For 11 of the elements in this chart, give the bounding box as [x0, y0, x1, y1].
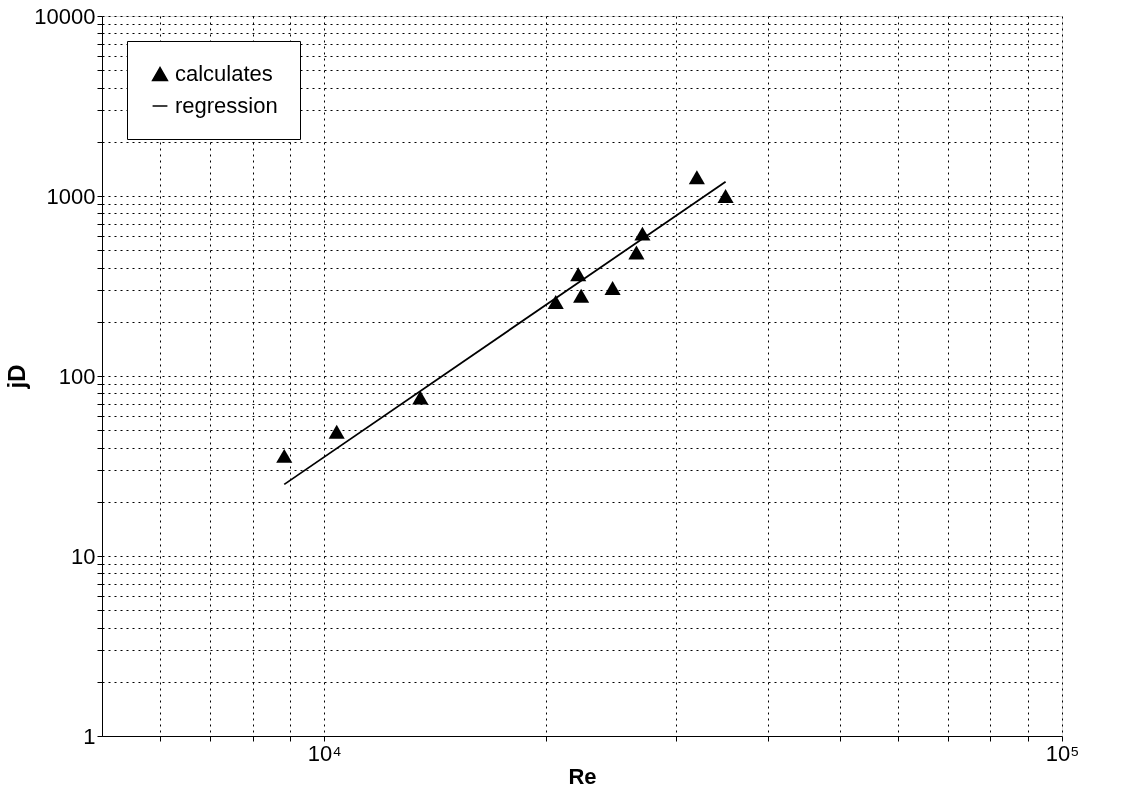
y-tick-label: 10 [71, 543, 96, 569]
legend-label: regression [175, 93, 278, 118]
x-tick-label: 10⁴ [307, 740, 342, 766]
y-tick-label: 10000 [34, 3, 96, 29]
y-tick-label: 1 [83, 723, 96, 749]
y-tick-label: 1000 [46, 183, 96, 209]
x-axis-title: Re [568, 763, 597, 789]
y-tick-label: 100 [58, 363, 96, 389]
y-axis-title: jD [3, 364, 31, 390]
x-tick-label: 10⁵ [1045, 740, 1080, 766]
legend-label: calculates [175, 61, 273, 86]
